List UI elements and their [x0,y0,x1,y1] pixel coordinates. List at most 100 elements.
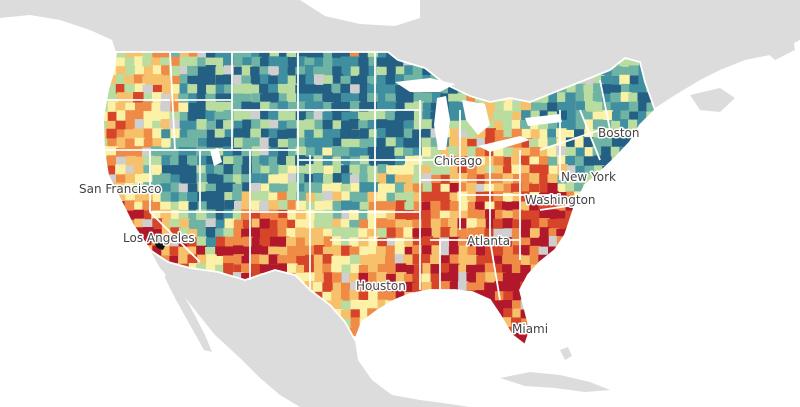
county-cell[interactable] [394,192,406,204]
county-cell[interactable] [215,137,226,149]
county-cell[interactable] [394,57,406,69]
county-cell[interactable] [430,264,441,275]
county-cell[interactable] [377,110,388,121]
county-cell[interactable] [412,245,423,256]
county-cell[interactable] [241,273,252,284]
county-cell[interactable] [350,299,362,311]
county-cell[interactable] [124,93,135,104]
county-cell[interactable] [313,110,325,121]
county-cell[interactable] [602,101,613,113]
county-cell[interactable] [440,164,451,176]
county-cell[interactable] [457,164,469,176]
county-cell[interactable] [502,218,514,229]
county-cell[interactable] [304,101,316,113]
county-cell[interactable] [241,255,252,267]
county-cell[interactable] [224,192,235,203]
county-cell[interactable] [629,111,640,123]
county-cell[interactable] [395,93,407,105]
county-cell[interactable] [142,219,153,230]
county-cell[interactable] [278,56,289,68]
county-cell[interactable] [134,83,146,94]
county-cell[interactable] [187,75,198,87]
county-cell[interactable] [170,227,181,238]
county-cell[interactable] [278,48,290,59]
county-cell[interactable] [170,84,182,95]
county-cell[interactable] [251,191,263,202]
county-cell[interactable] [341,300,352,312]
county-cell[interactable] [332,74,344,85]
county-cell[interactable] [161,227,173,238]
county-cell[interactable] [277,255,288,266]
county-cell[interactable] [268,110,279,121]
county-cell[interactable] [250,200,262,212]
county-cell[interactable] [511,281,522,293]
county-cell[interactable] [394,111,406,123]
county-cell[interactable] [323,272,335,283]
county-cell[interactable] [332,210,344,222]
county-cell[interactable] [152,111,163,122]
county-cell[interactable] [395,263,407,274]
county-cell[interactable] [295,200,307,212]
county-cell[interactable] [125,48,137,59]
county-cell[interactable] [502,272,514,284]
county-cell[interactable] [133,92,144,103]
county-cell[interactable] [304,119,315,130]
county-cell[interactable] [340,128,351,140]
county-cell[interactable] [484,263,496,274]
county-cell[interactable] [134,174,146,185]
county-cell[interactable] [187,84,198,95]
county-cell[interactable] [124,75,135,87]
county-cell[interactable] [502,210,513,222]
county-cell[interactable] [394,182,406,193]
county-cell[interactable] [259,57,271,68]
county-cell[interactable] [341,92,352,104]
county-cell[interactable] [601,156,612,167]
county-cell[interactable] [367,92,378,104]
county-cell[interactable] [430,254,441,266]
county-cell[interactable] [349,201,360,213]
county-cell[interactable] [403,147,414,159]
county-cell[interactable] [323,66,334,77]
county-cell[interactable] [323,228,334,240]
county-cell[interactable] [449,110,460,122]
county-cell[interactable] [439,191,450,203]
county-cell[interactable] [116,92,128,103]
county-cell[interactable] [349,209,360,221]
county-cell[interactable] [233,227,244,239]
county-cell[interactable] [197,83,208,94]
county-cell[interactable] [206,120,217,132]
county-cell[interactable] [304,65,316,76]
county-cell[interactable] [503,156,515,168]
county-cell[interactable] [511,128,523,140]
county-cell[interactable] [332,137,344,149]
county-cell[interactable] [466,264,477,276]
county-cell[interactable] [512,245,524,256]
county-cell[interactable] [368,263,379,275]
county-cell[interactable] [557,92,568,103]
county-cell[interactable] [286,237,297,248]
county-cell[interactable] [323,102,334,113]
county-cell[interactable] [242,47,253,58]
county-cell[interactable] [160,173,171,184]
county-cell[interactable] [592,137,604,148]
county-cell[interactable] [557,101,569,113]
county-cell[interactable] [457,110,469,122]
county-cell[interactable] [358,282,370,294]
county-cell[interactable] [196,93,208,104]
county-cell[interactable] [314,57,325,68]
county-cell[interactable] [134,102,146,113]
county-cell[interactable] [467,227,479,239]
county-cell[interactable] [187,173,199,184]
county-cell[interactable] [602,119,614,131]
county-cell[interactable] [260,165,272,177]
county-cell[interactable] [98,146,109,157]
county-cell[interactable] [260,119,271,130]
county-cell[interactable] [314,210,326,221]
county-cell[interactable] [376,218,387,229]
county-cell[interactable] [286,120,298,131]
county-cell[interactable] [431,182,443,194]
county-cell[interactable] [241,174,252,185]
county-cell[interactable] [404,191,415,202]
county-cell[interactable] [133,209,145,221]
county-cell[interactable] [250,182,261,194]
